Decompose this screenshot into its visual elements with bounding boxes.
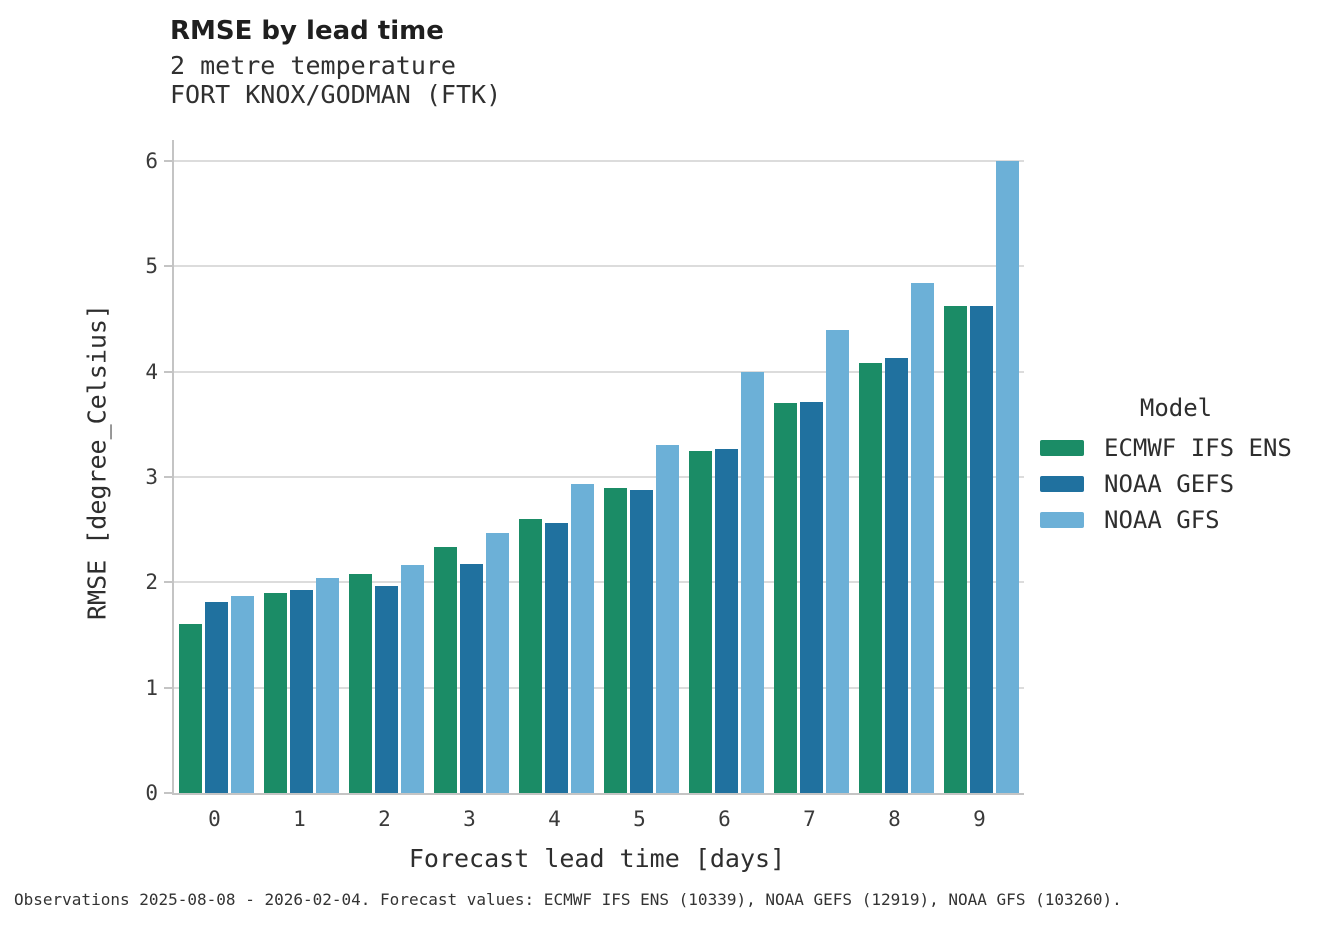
- bar-ecmwf-ifs-ens-lead-2: [349, 573, 372, 793]
- bar-group-lead-2: [344, 140, 429, 793]
- legend-swatch-icon: [1040, 440, 1084, 456]
- y-tick-label-6: 6: [145, 149, 158, 173]
- bar-ecmwf-ifs-ens-lead-4: [519, 519, 542, 793]
- bar-group-lead-9: [939, 140, 1024, 793]
- gridline-y-3: [174, 476, 1024, 478]
- gridline-y-2: [174, 581, 1024, 584]
- legend-label: NOAA GFS: [1104, 506, 1220, 534]
- y-tick-label-3: 3: [145, 465, 158, 489]
- gridline-y-5: [174, 265, 1024, 268]
- bar-group-lead-4: [514, 140, 599, 793]
- y-tick-label-1: 1: [145, 675, 158, 700]
- plot-area: [164, 140, 1024, 795]
- bar-group-lead-7: [769, 140, 854, 793]
- x-tick-label-0: 0: [208, 807, 221, 831]
- x-axis-tick-labels: 0 1 2 3 4 5 6 7 8 9: [172, 807, 1022, 837]
- bar-noaa-gefs-lead-4: [545, 523, 568, 793]
- legend-swatch-icon: [1040, 476, 1084, 492]
- x-tick-label-2: 2: [378, 807, 391, 831]
- bar-ecmwf-ifs-ens-lead-1: [264, 592, 287, 793]
- bar-noaa-gefs-lead-6: [715, 448, 738, 793]
- bar-noaa-gefs-lead-0: [205, 602, 228, 793]
- bar-noaa-gfs-lead-6: [741, 371, 764, 793]
- bar-noaa-gfs-lead-3: [486, 532, 509, 793]
- bar-noaa-gfs-lead-0: [231, 596, 254, 793]
- bar-ecmwf-ifs-ens-lead-9: [944, 306, 967, 793]
- bar-noaa-gfs-lead-2: [401, 565, 424, 793]
- y-tick-mark: [164, 265, 172, 268]
- bar-noaa-gefs-lead-3: [460, 564, 483, 793]
- chart-subtitle: 2 metre temperature FORT KNOX/GODMAN (FT…: [170, 51, 501, 109]
- x-tick-label-7: 7: [803, 807, 816, 831]
- legend-entry-noaa-gefs: NOAA GEFS: [1040, 470, 1312, 498]
- bar-ecmwf-ifs-ens-lead-5: [604, 487, 627, 793]
- x-tick-label-6: 6: [718, 807, 731, 831]
- bar-noaa-gfs-lead-7: [826, 329, 849, 793]
- bar-noaa-gfs-lead-8: [911, 283, 934, 793]
- legend-label: ECMWF IFS ENS: [1104, 434, 1292, 462]
- legend-entry-noaa-gfs: NOAA GFS: [1040, 506, 1312, 534]
- y-axis-title: RMSE [degree_Celsius]: [82, 303, 112, 621]
- bar-group-lead-8: [854, 140, 939, 793]
- bar-noaa-gfs-lead-5: [656, 445, 679, 793]
- footer-note: Observations 2025-08-08 - 2026-02-04. Fo…: [14, 890, 1122, 909]
- bar-noaa-gfs-lead-4: [571, 484, 594, 793]
- bar-noaa-gefs-lead-5: [630, 489, 653, 793]
- subtitle-variable: 2 metre temperature: [170, 51, 456, 80]
- bar-noaa-gefs-lead-7: [800, 402, 823, 793]
- gridline-y-4: [174, 370, 1024, 373]
- gridline-y-1: [174, 686, 1024, 689]
- x-tick-label-3: 3: [463, 807, 476, 831]
- bar-group-lead-1: [259, 140, 344, 793]
- bar-noaa-gefs-lead-8: [885, 357, 908, 793]
- x-tick-label-8: 8: [888, 807, 901, 831]
- x-axis-title: Forecast lead time [days]: [408, 844, 786, 873]
- legend-label: NOAA GEFS: [1104, 470, 1235, 498]
- bar-noaa-gefs-lead-1: [290, 589, 313, 793]
- y-tick-label-5: 5: [145, 254, 158, 279]
- y-tick-label-2: 2: [145, 570, 158, 595]
- bar-noaa-gfs-lead-1: [316, 578, 339, 793]
- legend-title: Model: [1139, 394, 1213, 422]
- bar-group-lead-6: [684, 140, 769, 793]
- legend-entry-ecmwf-ifs-ens: ECMWF IFS ENS: [1040, 434, 1312, 462]
- y-tick-mark: [164, 370, 172, 373]
- subtitle-station: FORT KNOX/GODMAN (FTK): [170, 80, 502, 109]
- bar-noaa-gfs-lead-9: [996, 161, 1019, 793]
- bar-ecmwf-ifs-ens-lead-3: [434, 546, 457, 793]
- bar-ecmwf-ifs-ens-lead-6: [689, 450, 712, 793]
- chart-title: RMSE by lead time: [170, 16, 444, 46]
- y-tick-mark: [164, 686, 172, 689]
- y-tick-mark: [164, 160, 172, 162]
- gridline-y-6: [174, 160, 1024, 162]
- bar-noaa-gefs-lead-2: [375, 585, 398, 793]
- x-tick-label-4: 4: [548, 807, 561, 831]
- bar-noaa-gefs-lead-9: [970, 306, 993, 793]
- legend: Model ECMWF IFS ENS NOAA GEFS NOAA GFS: [1040, 394, 1312, 544]
- y-tick-mark: [164, 476, 172, 478]
- bar-group-lead-3: [429, 140, 514, 793]
- y-tick-label-4: 4: [145, 359, 158, 384]
- bar-group-lead-0: [174, 140, 259, 793]
- bar-group-lead-5: [599, 140, 684, 793]
- bar-ecmwf-ifs-ens-lead-0: [179, 624, 202, 793]
- x-tick-label-9: 9: [973, 807, 986, 831]
- bar-ecmwf-ifs-ens-lead-7: [774, 403, 797, 793]
- y-tick-mark: [164, 792, 172, 794]
- y-tick-label-0: 0: [145, 781, 158, 805]
- x-tick-label-5: 5: [633, 807, 646, 831]
- bar-ecmwf-ifs-ens-lead-8: [859, 363, 882, 793]
- x-tick-label-1: 1: [293, 807, 306, 831]
- y-tick-mark: [164, 581, 172, 584]
- legend-entries: ECMWF IFS ENS NOAA GEFS NOAA GFS: [1040, 434, 1312, 534]
- legend-swatch-icon: [1040, 512, 1084, 528]
